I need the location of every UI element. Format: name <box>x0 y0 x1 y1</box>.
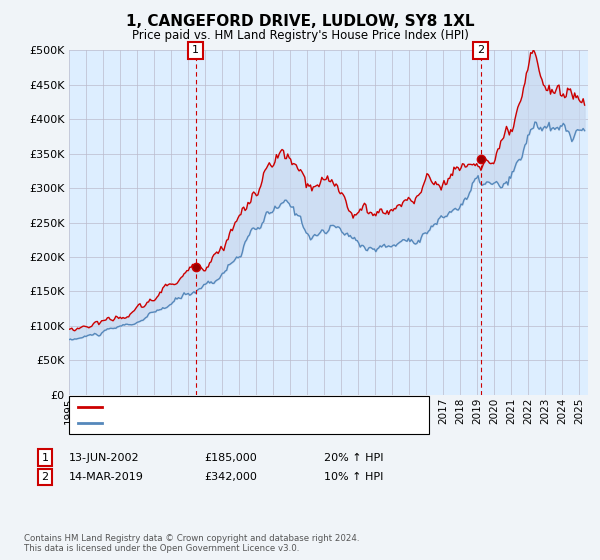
Text: HPI: Average price, detached house, Shropshire: HPI: Average price, detached house, Shro… <box>108 418 357 428</box>
Text: 2: 2 <box>41 472 49 482</box>
Text: 20% ↑ HPI: 20% ↑ HPI <box>324 452 383 463</box>
Text: 10% ↑ HPI: 10% ↑ HPI <box>324 472 383 482</box>
Text: Price paid vs. HM Land Registry's House Price Index (HPI): Price paid vs. HM Land Registry's House … <box>131 29 469 42</box>
Text: 1, CANGEFORD DRIVE, LUDLOW, SY8 1XL: 1, CANGEFORD DRIVE, LUDLOW, SY8 1XL <box>126 14 474 29</box>
Text: 1: 1 <box>192 45 199 55</box>
Text: 14-MAR-2019: 14-MAR-2019 <box>69 472 144 482</box>
Text: 1: 1 <box>41 452 49 463</box>
Text: 13-JUN-2002: 13-JUN-2002 <box>69 452 140 463</box>
Text: £342,000: £342,000 <box>204 472 257 482</box>
Text: £185,000: £185,000 <box>204 452 257 463</box>
Text: Contains HM Land Registry data © Crown copyright and database right 2024.
This d: Contains HM Land Registry data © Crown c… <box>24 534 359 553</box>
Text: 2: 2 <box>477 45 484 55</box>
Text: 1, CANGEFORD DRIVE, LUDLOW, SY8 1XL (detached house): 1, CANGEFORD DRIVE, LUDLOW, SY8 1XL (det… <box>108 402 418 412</box>
